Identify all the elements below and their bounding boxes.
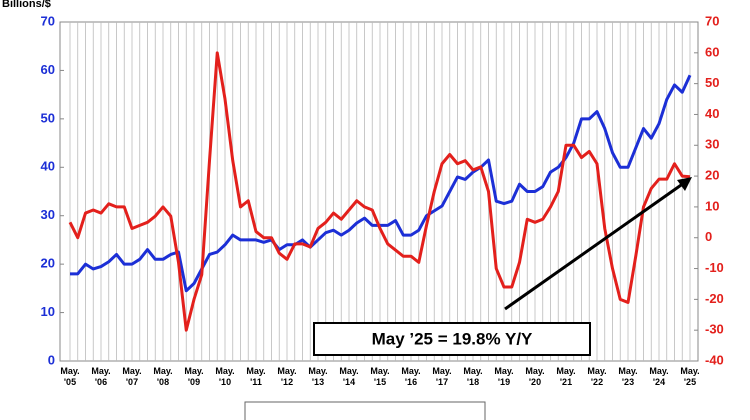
y-tick-label: 60: [41, 62, 55, 77]
x-tick-label: May. '09: [184, 366, 204, 387]
x-tick-label: May. '10: [215, 366, 235, 387]
x-tick-label: May. '21: [556, 366, 576, 387]
x-tick-label: May. '05: [60, 366, 80, 387]
y-tick-label: 20: [41, 256, 55, 271]
x-tick-label: May. '07: [122, 366, 142, 387]
annotation: May ’25 = 19.8% Y/Y: [372, 329, 533, 348]
y-axis-label: Billions/$: [2, 0, 51, 10]
x-tick-label: May. '17: [432, 366, 452, 387]
y2-tick-label: -40: [705, 352, 724, 367]
x-tick-label: May. '13: [308, 366, 328, 387]
x-tick-label: May. '06: [91, 366, 111, 387]
x-tick-label: May. '25: [680, 366, 700, 387]
y2-tick-label: -10: [705, 260, 724, 275]
y-tick-label: 30: [41, 207, 55, 222]
y-tick-label: 70: [41, 13, 55, 28]
legend-box: [244, 401, 486, 420]
y2-tick-label: 20: [705, 168, 719, 183]
annotation-box: [313, 322, 591, 356]
y2-tick-label: 60: [705, 44, 719, 59]
y2-tick-label: 10: [705, 198, 719, 213]
y2-tick-label: 40: [705, 106, 719, 121]
x-tick-label: May. '16: [401, 366, 421, 387]
x-tick-label: May. '20: [525, 366, 545, 387]
x-tick-label: May. '11: [246, 366, 266, 387]
x-tick-label: May. '12: [277, 366, 297, 387]
y2-tick-label: 30: [705, 137, 719, 152]
x-tick-label: May. '22: [587, 366, 607, 387]
trend-arrowhead: [677, 177, 692, 191]
trend-arrow: [504, 181, 685, 311]
y-tick-label: 50: [41, 110, 55, 125]
plot-area: [59, 21, 699, 362]
y2-tick-label: -30: [705, 322, 724, 337]
series-line: [68, 51, 691, 332]
x-tick-label: May. '19: [494, 366, 514, 387]
y-tick-label: 10: [41, 304, 55, 319]
x-tick-label: May. '18: [463, 366, 483, 387]
y2-tick-label: 70: [705, 13, 719, 28]
y2-tick-label: -20: [705, 291, 724, 306]
y2-tick-label: 50: [705, 75, 719, 90]
y2-tick-label: 0: [705, 229, 712, 244]
y-tick-label: 40: [41, 159, 55, 174]
x-tick-label: May. '08: [153, 366, 173, 387]
x-tick-label: May. '14: [339, 366, 359, 387]
x-tick-label: May. '15: [370, 366, 390, 387]
x-tick-label: May. '23: [618, 366, 638, 387]
y-tick-label: 0: [48, 352, 55, 367]
x-tick-label: May. '24: [649, 366, 669, 387]
